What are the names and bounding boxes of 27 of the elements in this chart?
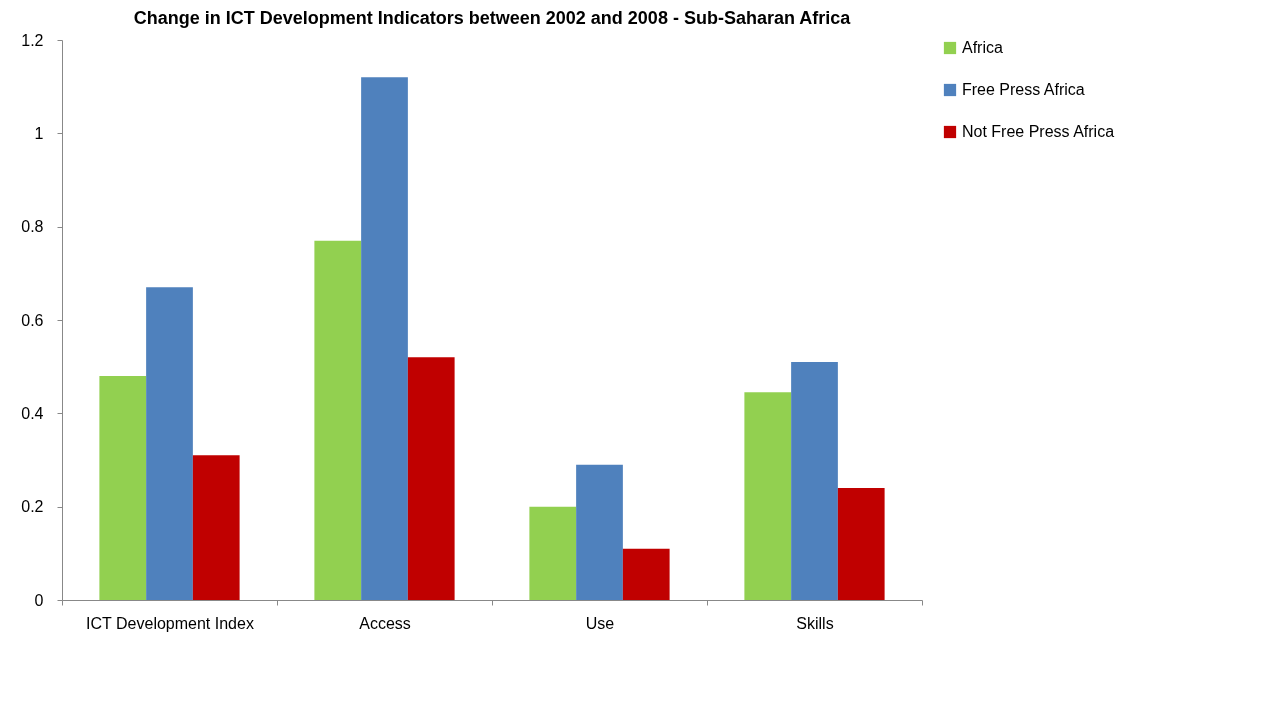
y-tick-label: 0.6 (21, 311, 44, 329)
bar (837, 488, 885, 600)
y-tick-label: 0 (34, 591, 44, 609)
y-tick-label: 0.2 (21, 498, 44, 516)
y-tick-label: 0.4 (21, 404, 44, 422)
x-tick-label: Skills (796, 614, 834, 632)
bar (576, 464, 623, 600)
bar (622, 548, 670, 600)
bar (791, 362, 838, 600)
chart-title: Change in ICT Development Indicators between 2002 and 2008 - Sub-Saharan Africa (133, 8, 852, 28)
y-tick-label: 1.2 (21, 31, 44, 49)
bar (529, 506, 577, 600)
x-tick-label: Access (359, 614, 411, 632)
bar (192, 455, 240, 600)
bar (146, 287, 193, 600)
bar (744, 392, 792, 600)
x-tick-label: ICT Development Index (86, 614, 254, 632)
bar (314, 240, 362, 600)
x-tick-label: Use (585, 614, 615, 632)
y-tick-label: 1 (34, 124, 44, 142)
bar (99, 376, 147, 600)
legend-label: Africa (962, 39, 1003, 56)
legend-label: Free Press Africa (962, 81, 1085, 98)
legend-label: Not Free Press Africa (962, 123, 1115, 140)
y-tick-label: 0.8 (21, 218, 44, 236)
bar (361, 77, 408, 600)
bar (407, 357, 455, 600)
